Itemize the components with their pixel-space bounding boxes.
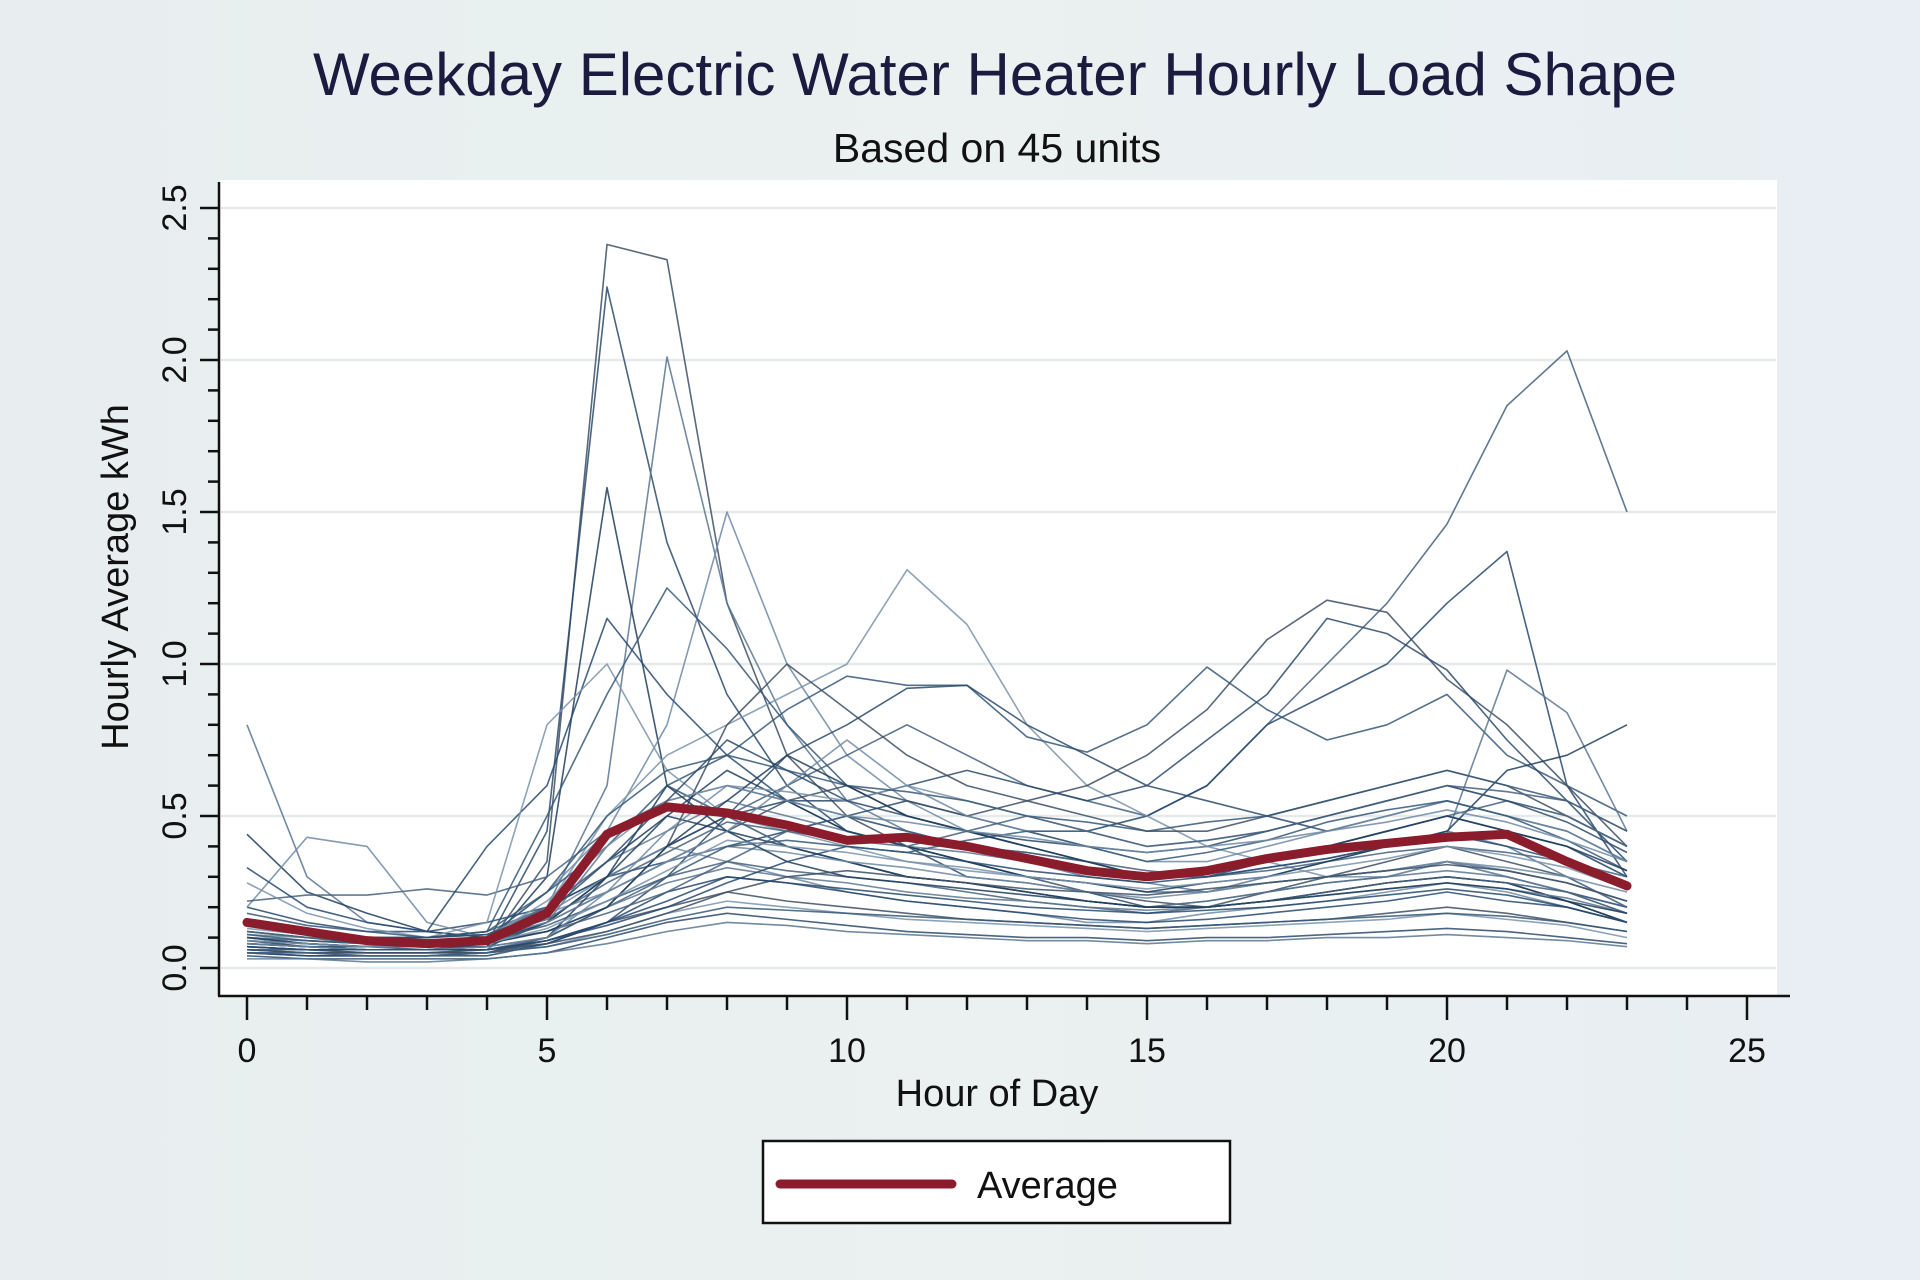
unit-series-line (247, 906, 1628, 957)
y-tick-label: 2.0 (156, 336, 194, 383)
average-line-group (242, 802, 1632, 949)
unit-series-line (247, 921, 1628, 963)
x-tick-label: 10 (828, 1032, 866, 1070)
legend-label-average: Average (977, 1165, 1118, 1207)
y-tick-label: 0.0 (156, 944, 194, 991)
x-tick-label: 20 (1428, 1032, 1466, 1070)
unit-series-line (246, 784, 1628, 951)
x-tick-label: 5 (538, 1032, 557, 1070)
average-series-line (242, 802, 1632, 949)
x-axis-label: Hour of Day (896, 1073, 1099, 1115)
x-tick-label: 0 (238, 1032, 257, 1070)
y-tick-label: 1.5 (156, 488, 194, 535)
unit-series-line (246, 875, 1628, 957)
y-tick-label: 1.0 (156, 640, 194, 687)
legend: Average (761, 1139, 1232, 1225)
gridlines (221, 206, 1776, 970)
unit-series-line (246, 875, 1628, 951)
x-tick-label: 25 (1728, 1032, 1766, 1070)
y-tick-label: 0.5 (156, 792, 194, 839)
x-ticks: 0 5 10 15 20 25 (238, 996, 1766, 1070)
unit-lines (246, 243, 1628, 963)
chart-subtitle: Based on 45 units (833, 125, 1161, 171)
chart-title: Weekday Electric Water Heater Hourly Loa… (313, 41, 1677, 108)
y-axis-label: Hourly Average kWh (95, 404, 137, 750)
y-ticks: 0.0 0.5 1.0 1.5 2.0 2.5 (156, 184, 219, 992)
y-tick-label: 2.5 (156, 184, 194, 231)
unit-series-line (246, 754, 1628, 939)
plot-area (220, 180, 1777, 996)
x-tick-label: 15 (1128, 1032, 1166, 1070)
